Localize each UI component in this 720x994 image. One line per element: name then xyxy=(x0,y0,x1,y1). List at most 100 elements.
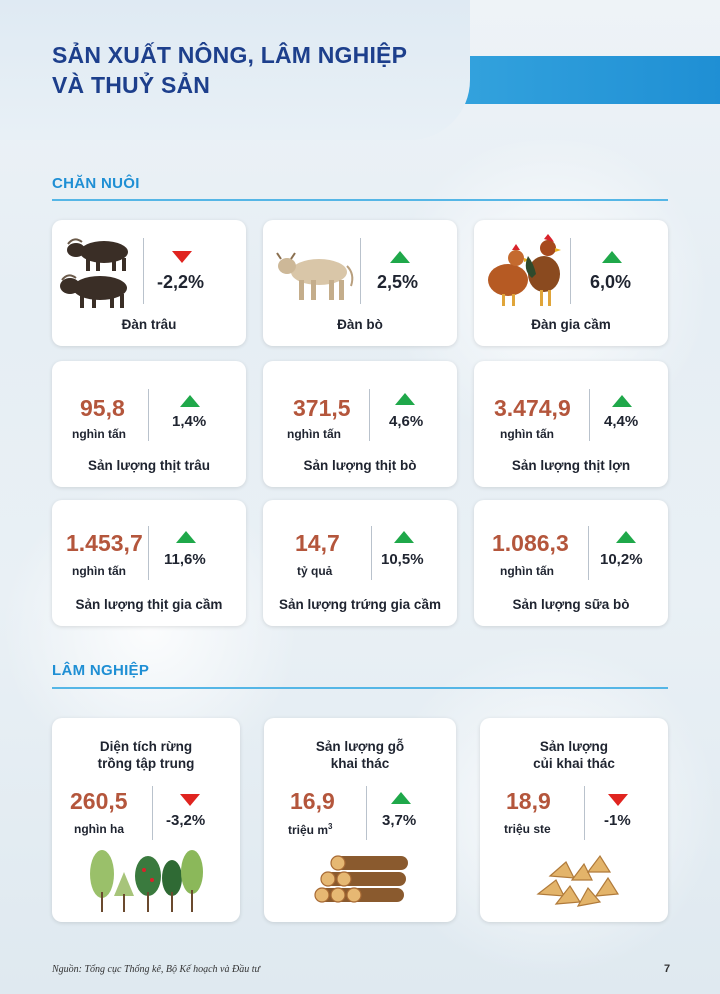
card-divider xyxy=(148,526,149,580)
herd-change-value: 2,5% xyxy=(377,272,419,292)
output-unit: nghìn tấn xyxy=(287,427,341,441)
forestry-card-firewood: Sản lượng củi khai thác 18,9 triệu ste -… xyxy=(480,718,668,922)
card-divider xyxy=(152,786,153,840)
source-note: Nguồn: Tổng cục Thống kê, Bộ Kế hoạch và… xyxy=(52,964,260,975)
trend-down-icon xyxy=(608,794,628,806)
output-value: 14,7 xyxy=(295,530,340,556)
output-card-beef: 371,5 nghìn tấn 4,6% Sản lượng thịt bò xyxy=(263,361,457,487)
page-title: SẢN XUẤT NÔNG, LÂM NGHIỆP VÀ THUỶ SẢN xyxy=(52,40,472,100)
forestry-title-line1: Sản lượng gỗ xyxy=(315,739,405,754)
output-value: 3.474,9 xyxy=(494,395,571,421)
trend-up-icon xyxy=(395,393,415,405)
trend-up-icon xyxy=(176,531,196,543)
section-title-livestock: CHĂN NUÔI xyxy=(52,175,140,192)
card-divider xyxy=(584,786,585,840)
herd-label: Đàn bò xyxy=(337,317,383,332)
forestry-title-line1: Diện tích rừng xyxy=(99,739,193,754)
forestry-title-line2: củi khai thác xyxy=(533,756,615,771)
forestry-change-value: 3,7% xyxy=(382,812,417,829)
trees-icon xyxy=(90,850,203,912)
output-change-value: 10,2% xyxy=(600,551,643,568)
output-label: Sản lượng thịt trâu xyxy=(87,458,211,473)
forestry-unit: triệu m3 xyxy=(288,822,332,837)
forestry-title: Sản lượng củi khai thác xyxy=(480,738,668,772)
output-unit: nghìn tấn xyxy=(500,427,554,441)
section-rule xyxy=(52,687,668,689)
page-title-line1: SẢN XUẤT NÔNG, LÂM NGHIỆP xyxy=(52,42,408,68)
page-title-line2: VÀ THUỶ SẢN xyxy=(52,72,211,98)
output-label: Sản lượng thịt lợn xyxy=(511,458,631,473)
card-divider xyxy=(589,389,590,441)
output-card-eggs: 14,7 tỷ quả 10,5% Sản lượng trứng gia cầ… xyxy=(263,500,457,626)
section-title-forestry: LÂM NGHIỆP xyxy=(52,662,150,679)
card-divider xyxy=(143,238,144,304)
cow-icon xyxy=(276,252,354,300)
output-label: Sản lượng sữa bò xyxy=(512,597,630,612)
output-change-value: 4,6% xyxy=(389,413,424,430)
forestry-change-value: -3,2% xyxy=(166,812,206,829)
herd-change-value: 6,0% xyxy=(590,272,632,292)
output-card-pork: 3.474,9 nghìn tấn 4,4% Sản lượng thịt lợ… xyxy=(474,361,668,487)
trend-down-icon xyxy=(180,794,200,806)
forestry-title-line1: Sản lượng xyxy=(539,739,609,754)
card-divider xyxy=(570,238,571,304)
output-change-value: 4,4% xyxy=(604,413,639,430)
chicken-icon xyxy=(488,234,561,306)
card-divider xyxy=(371,526,372,580)
forestry-title-line2: khai thác xyxy=(330,756,390,771)
herd-label: Đàn trâu xyxy=(121,317,177,332)
herd-label: Đàn gia cầm xyxy=(531,317,611,332)
logs-icon xyxy=(314,855,408,903)
card-divider xyxy=(369,389,370,441)
forestry-unit: nghìn ha xyxy=(74,822,124,836)
forestry-value: 260,5 xyxy=(70,788,128,814)
herd-card-cow: 2,5% Đàn bò xyxy=(263,220,457,346)
output-unit: nghìn tấn xyxy=(500,564,554,578)
firewood-icon xyxy=(536,854,620,907)
buffalo-icon xyxy=(60,238,128,308)
output-value: 371,5 xyxy=(293,395,351,421)
page-header: SẢN XUẤT NÔNG, LÂM NGHIỆP VÀ THUỶ SẢN xyxy=(0,0,720,140)
forestry-unit-text: triệu m xyxy=(288,823,329,837)
trend-down-icon xyxy=(172,251,192,263)
forestry-value: 18,9 xyxy=(506,788,551,814)
forestry-card-timber: Sản lượng gỗ khai thác 16,9 triệu m3 3,7… xyxy=(264,718,456,922)
output-change-value: 1,4% xyxy=(172,413,207,430)
card-divider xyxy=(148,389,149,441)
output-value: 95,8 xyxy=(80,395,125,421)
forestry-unit-superscript: 3 xyxy=(328,822,333,831)
forestry-value: 16,9 xyxy=(290,788,335,814)
herd-change-value: -2,2% xyxy=(157,272,205,292)
output-card-buffalo-meat: 95,8 nghìn tấn 1,4% Sản lượng thịt trâu xyxy=(52,361,246,487)
output-card-poultry-meat: 1.453,7 nghìn tấn 11,6% Sản lượng thịt g… xyxy=(52,500,246,626)
trend-up-icon xyxy=(602,251,622,263)
card-divider xyxy=(360,238,361,304)
output-value: 1.453,7 xyxy=(66,530,143,556)
forestry-change-value: -1% xyxy=(604,812,631,829)
output-label: Sản lượng thịt gia cầm xyxy=(75,597,223,612)
trend-up-icon xyxy=(391,792,411,804)
herd-card-poultry: 6,0% Đàn gia cầm xyxy=(474,220,668,346)
section-rule xyxy=(52,199,668,201)
output-change-value: 10,5% xyxy=(381,551,424,568)
card-divider xyxy=(588,526,589,580)
trend-up-icon xyxy=(390,251,410,263)
output-value: 1.086,3 xyxy=(492,530,569,556)
header-panel xyxy=(0,0,470,140)
trend-up-icon xyxy=(394,531,414,543)
output-label: Sản lượng trứng gia cầm xyxy=(279,597,441,612)
trend-up-icon xyxy=(180,395,200,407)
forestry-unit: triệu ste xyxy=(504,822,551,836)
output-label: Sản lượng thịt bò xyxy=(303,458,417,473)
forestry-title: Diện tích rừng trồng tập trung xyxy=(52,738,240,772)
output-change-value: 11,6% xyxy=(164,551,206,568)
output-card-milk: 1.086,3 nghìn tấn 10,2% Sản lượng sữa bò xyxy=(474,500,668,626)
page-number: 7 xyxy=(664,963,671,975)
forestry-card-planted-area: Diện tích rừng trồng tập trung 260,5 ngh… xyxy=(52,718,240,922)
forestry-title: Sản lượng gỗ khai thác xyxy=(264,738,456,772)
trend-up-icon xyxy=(612,395,632,407)
output-unit: nghìn tấn xyxy=(72,427,126,441)
forestry-title-line2: trồng tập trung xyxy=(97,756,195,771)
output-unit: nghìn tấn xyxy=(72,564,126,578)
output-unit: tỷ quả xyxy=(297,564,333,578)
